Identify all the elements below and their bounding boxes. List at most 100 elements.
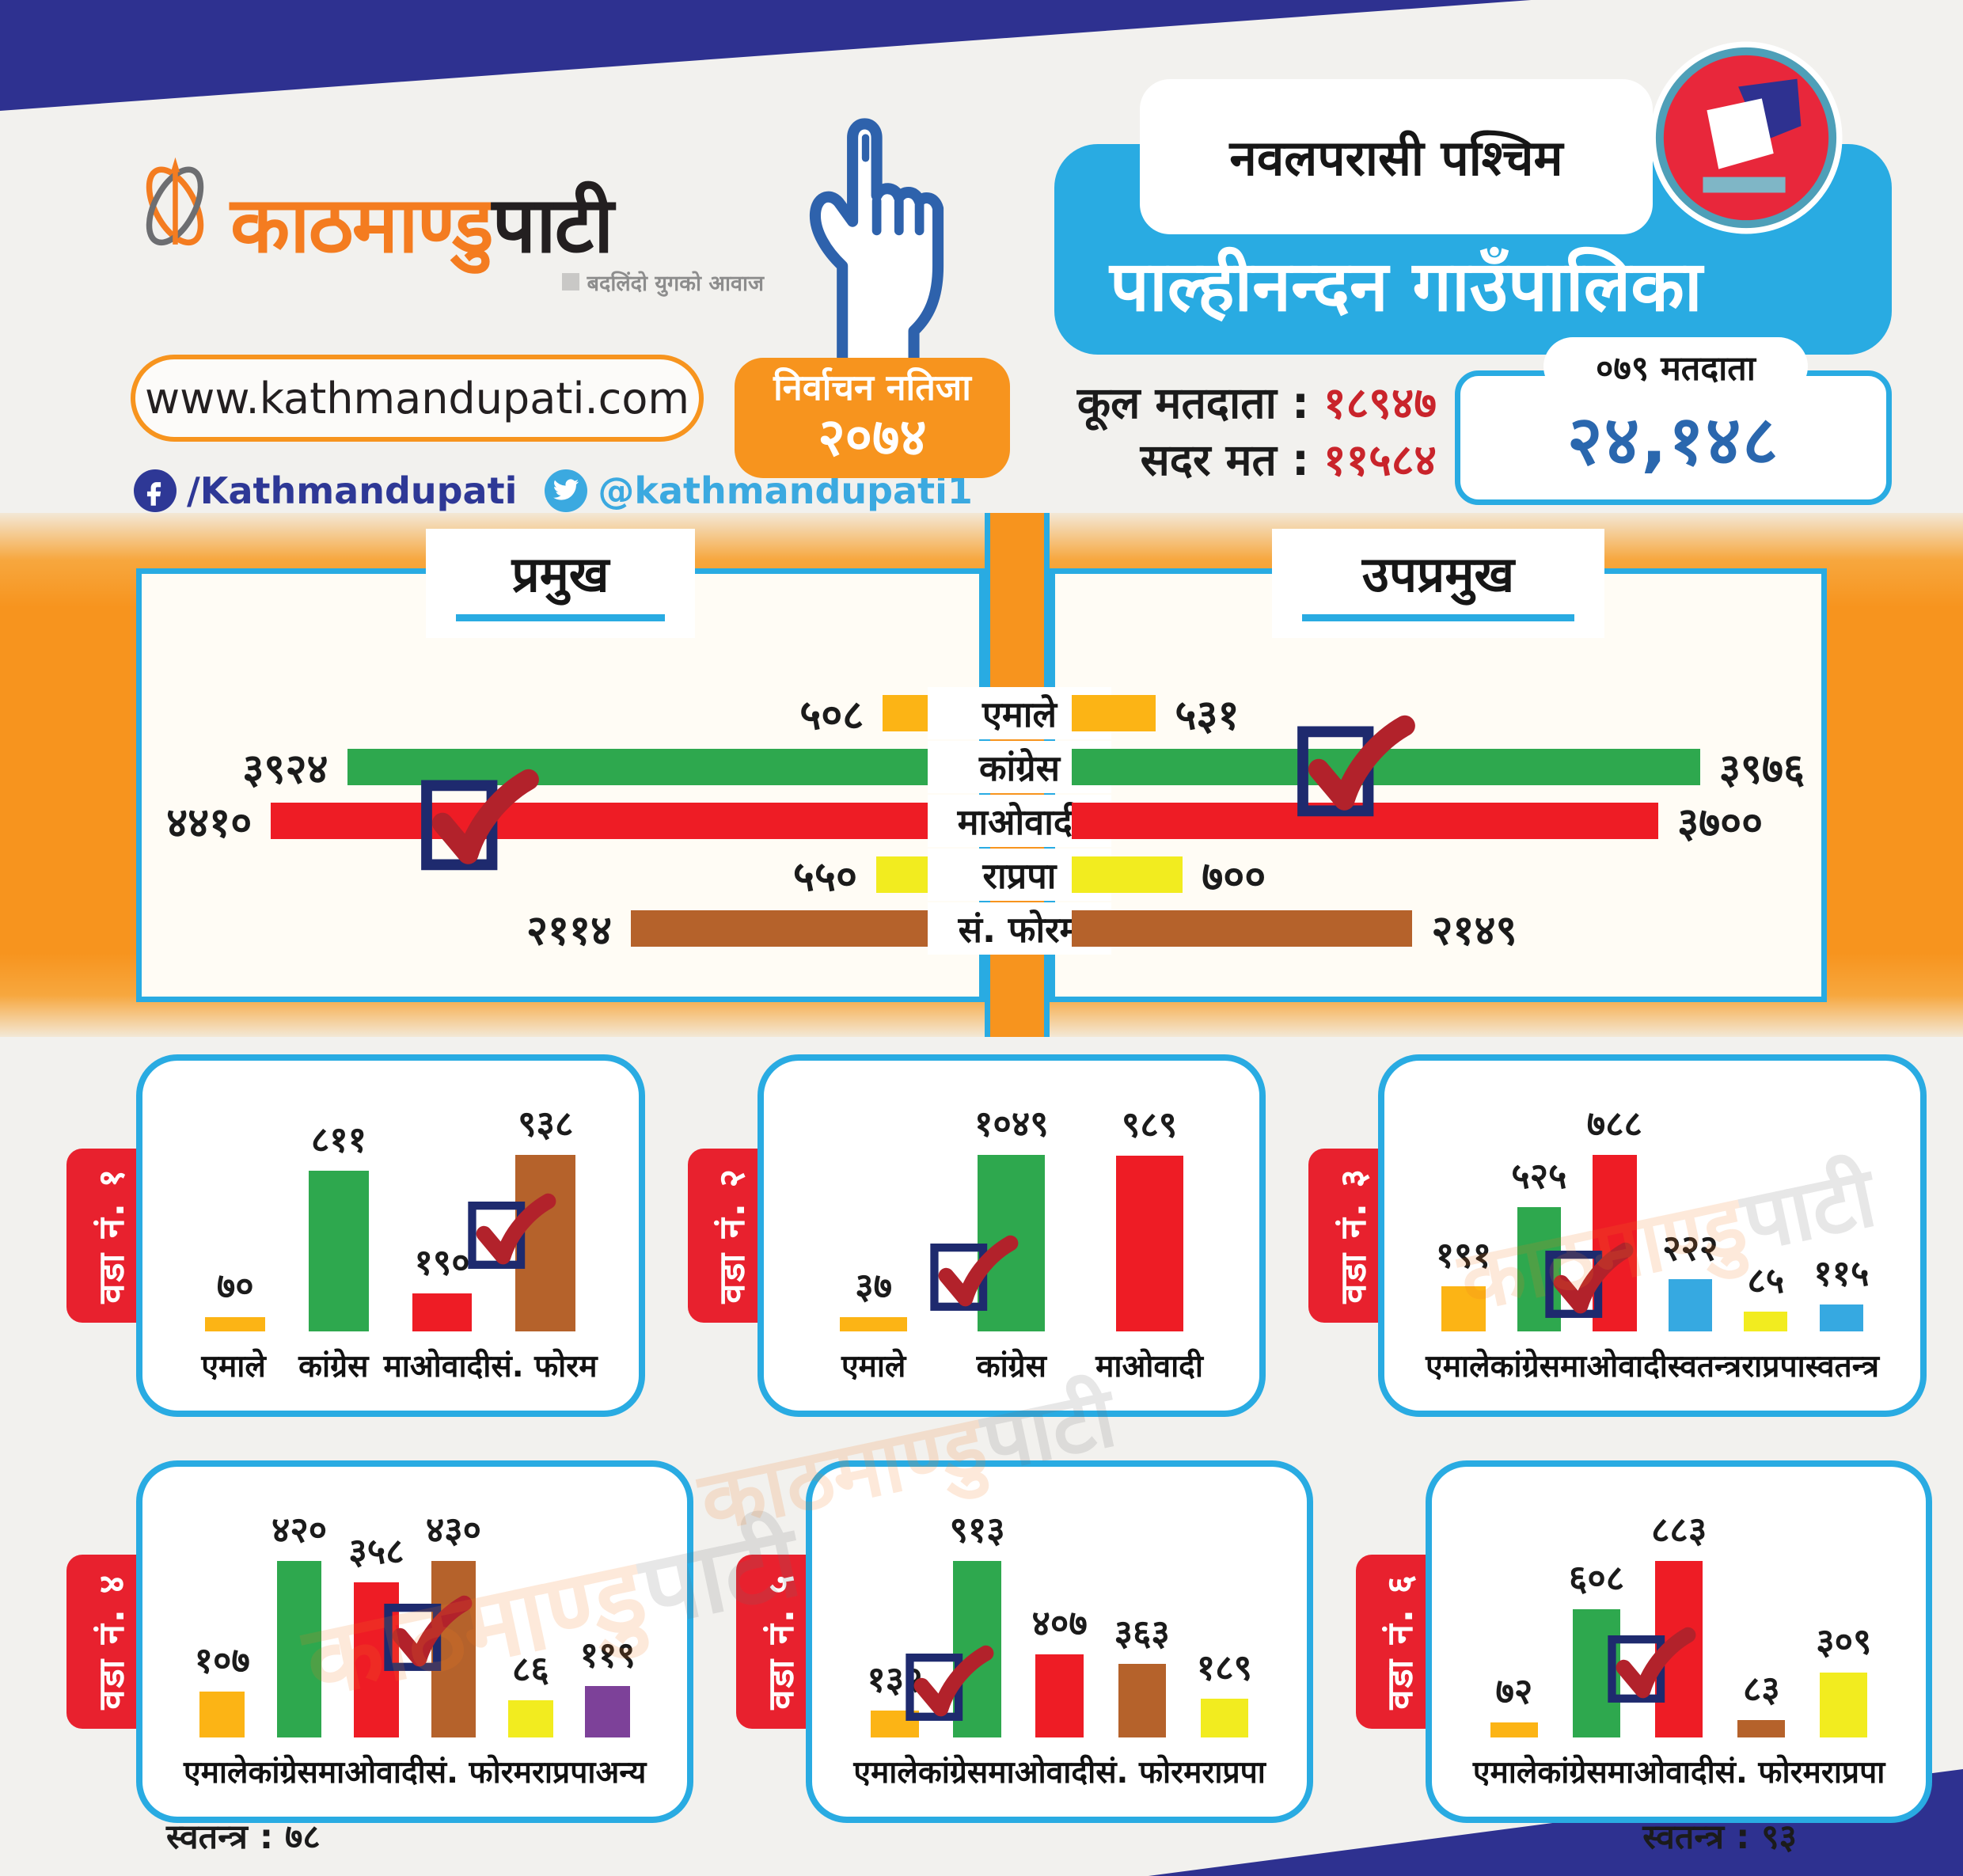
bar-column: ३६३ bbox=[1101, 1505, 1183, 1737]
category-label: एमाले bbox=[184, 1755, 249, 1791]
category-label: माओवादी bbox=[988, 1755, 1096, 1791]
ward-3-categories: एमाले कांग्रेस माओवादी स्वतन्त्र राप्रपा स्वत… bbox=[1426, 1344, 1879, 1386]
bar-column: ७८८ bbox=[1545, 1099, 1652, 1331]
winner-check-icon bbox=[382, 1585, 473, 1677]
valid-votes-row: सदर मत : ११५८४ bbox=[1037, 432, 1437, 489]
pramukh-bar-value: ५५० bbox=[792, 853, 857, 901]
total-voters-value: १८९४७ bbox=[1323, 378, 1437, 428]
category-label: माओवादी bbox=[1559, 1349, 1668, 1384]
upapramukh-bar-value: २१४९ bbox=[1431, 906, 1517, 955]
district-name: नवलपरासी पश्चिम bbox=[1229, 129, 1563, 187]
bar bbox=[468, 1155, 576, 1331]
bar-column: ११५ bbox=[1804, 1099, 1879, 1331]
category-label: राप्रपा bbox=[1741, 1349, 1805, 1384]
ward-6-card: वडा नं. ६ ७२ ६०८ ८८३ ८३ ३०९ एमाले कांग्रेस माओवा… bbox=[1355, 1460, 1933, 1823]
category-label: एमाले bbox=[853, 1755, 918, 1791]
ward-2-tab: वडा नं. २ bbox=[687, 1149, 776, 1323]
tagline-square-icon bbox=[561, 273, 579, 291]
ward-4-bars: १०७ ४२० ३५८ ४३० ८६ ११९ bbox=[184, 1505, 646, 1737]
vote-total-box: २४,१४८ bbox=[1455, 370, 1892, 505]
bar-column: ८६ bbox=[492, 1505, 569, 1737]
ward-charts-row-2: वडा नं. ४ १०७ ४२० ३५८ ४३० ८६ ११९ एमाले कांग्रेस म… bbox=[66, 1460, 1933, 1823]
pramukh-independent-note: स्वतन्त्र : ७८ bbox=[166, 1817, 321, 1857]
winner-check-icon bbox=[1543, 1232, 1634, 1324]
category-label: एमाले bbox=[201, 1349, 266, 1384]
pramukh-bar-value: ५०८ bbox=[799, 691, 864, 739]
upapramukh-bar-row: ७०० bbox=[1072, 849, 1805, 901]
facebook-icon bbox=[134, 469, 177, 512]
ward-6-bars: ७२ ६०८ ८८३ ८३ ३०९ bbox=[1473, 1505, 1885, 1737]
bar-column: ७२ bbox=[1473, 1505, 1555, 1737]
bar bbox=[412, 1293, 473, 1331]
ward-tab-label: वडा नं. ६ bbox=[1379, 1574, 1422, 1710]
ward-4-categories: एमाले कांग्रेस माओवादी सं. फोरम राप्रपा अन्य bbox=[184, 1750, 646, 1792]
bar bbox=[384, 1561, 477, 1737]
winner-check-icon bbox=[904, 1635, 994, 1727]
pramukh-bar-row: २११४ bbox=[158, 902, 963, 955]
bar bbox=[930, 1155, 1046, 1331]
bar-column: १०७ bbox=[184, 1505, 260, 1737]
category-label: कांग्रेस bbox=[917, 1755, 989, 1791]
bar-column: ४२० bbox=[260, 1505, 337, 1737]
upapramukh-bar-row: ५३१ bbox=[1072, 687, 1805, 739]
category-label: कांग्रेस bbox=[1490, 1349, 1560, 1384]
bar-value: ९१३ bbox=[949, 1509, 1005, 1551]
bar-value: ७० bbox=[216, 1265, 254, 1307]
ward-tab-label: वडा नं. ४ bbox=[89, 1574, 132, 1710]
facebook-link[interactable]: /Kathmandupati bbox=[133, 469, 517, 513]
ward-tab-label: वडा नं. १ bbox=[89, 1168, 132, 1304]
ward-tab-label: वडा नं. २ bbox=[711, 1168, 754, 1304]
category-label: राप्रपा bbox=[1202, 1755, 1266, 1791]
pramukh-bar-value: २११४ bbox=[526, 906, 613, 955]
logo-wordmark: काठमाण्डुपाटी bbox=[230, 187, 613, 264]
bar-column: १९१ bbox=[1426, 1099, 1501, 1331]
bar-value: १९१ bbox=[1435, 1234, 1491, 1276]
bar bbox=[1035, 1654, 1084, 1737]
pramukh-bar-row: ५०८ bbox=[158, 687, 963, 739]
website-url[interactable]: www.kathmandupati.com bbox=[145, 373, 689, 423]
bar-column: १९० bbox=[390, 1099, 494, 1331]
upapramukh-bar-value: ३९७६ bbox=[1718, 745, 1805, 793]
ward-4-tab: वडा नं. ४ bbox=[66, 1555, 155, 1729]
bar-value: २२२ bbox=[1662, 1227, 1718, 1269]
ward-2-categories: एमाले कांग्रेस माओवादी bbox=[805, 1344, 1219, 1386]
bar-column: २२२ bbox=[1653, 1099, 1728, 1331]
bar-value: ४०७ bbox=[1031, 1602, 1088, 1644]
facebook-handle[interactable]: /Kathmandupati bbox=[187, 469, 518, 512]
voter-stats: कूल मतदाता : १८९४७ सदर मत : ११५८४ bbox=[1037, 375, 1437, 488]
bar bbox=[1490, 1722, 1539, 1737]
bar bbox=[840, 1317, 908, 1331]
category-label: कांग्रेस bbox=[298, 1349, 369, 1384]
bar-value: ३५८ bbox=[348, 1530, 404, 1572]
category-label: स्वतन्त्र bbox=[1667, 1349, 1742, 1384]
upapramukh-bar bbox=[1072, 695, 1156, 731]
category-label: सं. फोरम bbox=[491, 1349, 598, 1384]
category-label: सं. फोरम bbox=[425, 1755, 532, 1791]
pramukh-bar bbox=[631, 910, 963, 947]
bar bbox=[199, 1692, 245, 1737]
ward-charts-row-1: वडा नं. १ ७० ८११ १९० ९३८ एमाले कांग्रेस माओवादी… bbox=[66, 1054, 1927, 1417]
upapramukh-bar-value: ३७०० bbox=[1677, 799, 1764, 847]
winner-check-icon bbox=[1606, 1617, 1696, 1709]
bar bbox=[906, 1561, 1001, 1737]
bar bbox=[1668, 1279, 1712, 1331]
upapramukh-bar-row: ३९७६ bbox=[1072, 715, 1805, 817]
bar-column: ७० bbox=[184, 1099, 287, 1331]
bar-value: ८६ bbox=[511, 1648, 549, 1690]
bar bbox=[205, 1317, 266, 1331]
bar-value: १८९ bbox=[1196, 1646, 1252, 1688]
winner-check-icon bbox=[419, 756, 540, 878]
category-label: एमाले bbox=[1426, 1349, 1490, 1384]
bar-column: ८३ bbox=[1720, 1505, 1802, 1737]
bar-value: ३०९ bbox=[1816, 1620, 1872, 1662]
bar-value: १९० bbox=[414, 1241, 470, 1283]
bar bbox=[1819, 1304, 1863, 1331]
website-pill[interactable]: www.kathmandupati.com bbox=[131, 355, 704, 442]
bar bbox=[1118, 1664, 1166, 1737]
category-label: स्वतन्त्र bbox=[1805, 1349, 1879, 1384]
ward-5-tab: वडा नं. ५ bbox=[736, 1555, 826, 1729]
ward-tab-label: वडा नं. ३ bbox=[1331, 1168, 1374, 1304]
ward-3-bars: १९१ ५२५ ७८८ २२२ ८५ ११५ bbox=[1426, 1099, 1879, 1331]
upapramukh-title-box: उपप्रमुख bbox=[1272, 529, 1604, 638]
